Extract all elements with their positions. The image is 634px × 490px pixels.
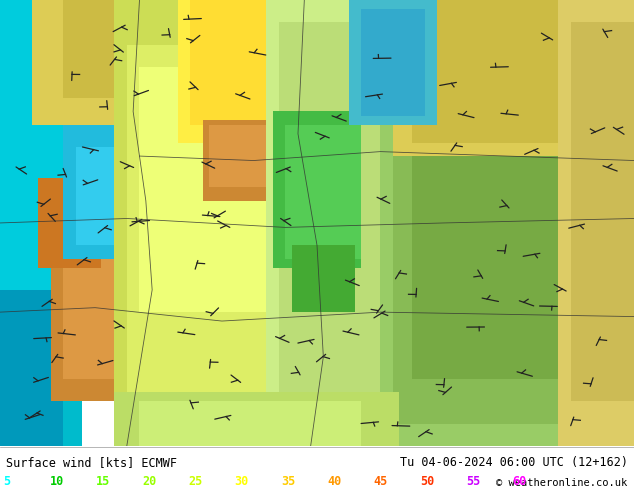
Text: 35: 35	[281, 475, 295, 488]
Bar	[51, 201, 146, 401]
Bar	[76, 147, 114, 245]
Bar	[412, 0, 634, 143]
Text: 60: 60	[512, 475, 526, 488]
Bar	[63, 0, 203, 98]
Text: Tu 04-06-2024 06:00 UTC (12+162): Tu 04-06-2024 06:00 UTC (12+162)	[399, 456, 628, 468]
Bar	[273, 112, 361, 268]
Text: 40: 40	[327, 475, 341, 488]
Bar	[349, 0, 437, 125]
Bar	[393, 0, 634, 156]
Text: 55: 55	[466, 475, 480, 488]
Bar	[412, 45, 634, 379]
Bar	[63, 223, 139, 379]
Bar	[0, 0, 82, 446]
Bar	[0, 290, 63, 446]
Bar	[127, 45, 285, 401]
Text: 50: 50	[420, 475, 434, 488]
Bar	[32, 0, 222, 125]
Bar	[292, 245, 355, 312]
Bar	[266, 0, 393, 446]
Bar	[393, 22, 634, 423]
Bar	[0, 0, 63, 312]
Text: 25: 25	[188, 475, 202, 488]
Text: 5: 5	[3, 475, 10, 488]
Bar	[139, 67, 266, 312]
Bar	[571, 22, 634, 401]
Text: 20: 20	[142, 475, 156, 488]
Bar	[190, 0, 304, 125]
Text: 45: 45	[373, 475, 387, 488]
Bar	[178, 0, 317, 143]
Bar	[139, 401, 361, 446]
Bar	[361, 9, 425, 116]
Bar	[38, 178, 101, 268]
Bar	[285, 125, 361, 259]
Bar	[380, 0, 634, 446]
Text: © weatheronline.co.uk: © weatheronline.co.uk	[496, 478, 628, 488]
Bar	[63, 125, 114, 259]
Text: 10: 10	[49, 475, 63, 488]
Text: 15: 15	[96, 475, 110, 488]
Bar	[203, 121, 279, 201]
Text: Surface wind [kts] ECMWF: Surface wind [kts] ECMWF	[6, 456, 178, 468]
Bar	[558, 0, 634, 446]
Bar	[209, 125, 273, 187]
Bar	[279, 22, 393, 401]
Bar	[114, 0, 292, 446]
Bar	[114, 392, 399, 446]
Text: 30: 30	[235, 475, 249, 488]
